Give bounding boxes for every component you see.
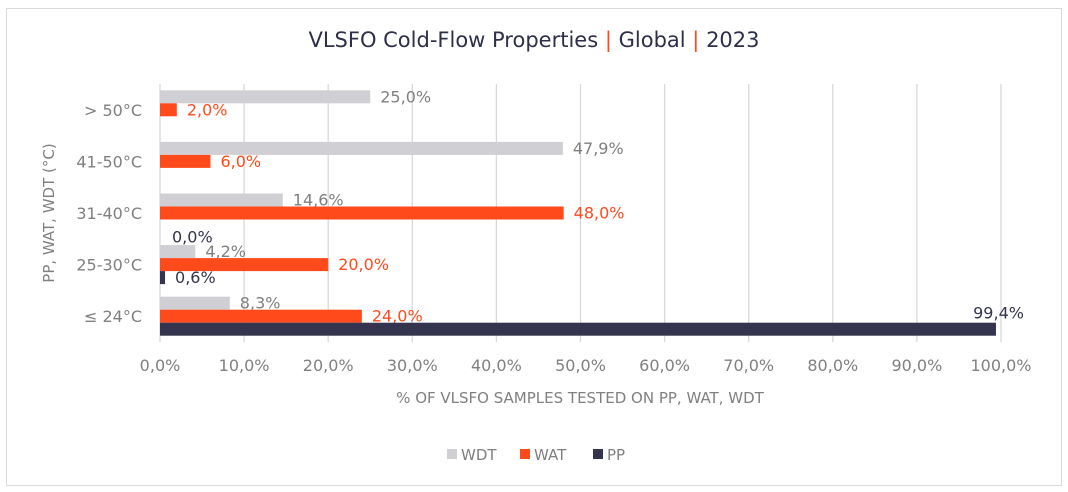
x-tick-label: 10,0% bbox=[219, 356, 270, 375]
title-separator: | bbox=[604, 28, 612, 52]
bar-wat bbox=[160, 154, 211, 168]
legend-label-wdt: WDT bbox=[461, 446, 497, 464]
data-label-wdt: 14,6% bbox=[293, 191, 344, 210]
x-tick-label: 50,0% bbox=[555, 356, 606, 375]
legend-swatch-wdt bbox=[447, 449, 457, 459]
bar-wdt bbox=[160, 193, 283, 207]
chart-title: VLSFO Cold-Flow Properties | Global | 20… bbox=[0, 28, 1068, 52]
x-tick-label: 60,0% bbox=[639, 356, 690, 375]
bar-pp bbox=[160, 271, 166, 285]
title-region: Global bbox=[618, 28, 686, 52]
y-tick-label: > 50°C bbox=[84, 101, 142, 120]
y-tick-label: 41-50°C bbox=[76, 152, 142, 171]
y-tick-label: ≤ 24°C bbox=[84, 307, 142, 326]
x-tick-label: 30,0% bbox=[387, 356, 438, 375]
legend-label-wat: WAT bbox=[534, 446, 567, 464]
bar-wat bbox=[160, 103, 177, 117]
data-label-wat: 20,0% bbox=[338, 255, 389, 274]
x-tick-label: 20,0% bbox=[303, 356, 354, 375]
chart-frame bbox=[6, 8, 1062, 486]
legend-swatch-pp bbox=[593, 449, 603, 459]
bar-wdt bbox=[160, 141, 563, 155]
legend-swatch-wat bbox=[520, 449, 530, 459]
y-tick-label: 31-40°C bbox=[76, 204, 142, 223]
x-tick-label: 0,0% bbox=[140, 356, 181, 375]
data-label-pp: 0,0% bbox=[172, 228, 213, 247]
data-label-wdt: 4,2% bbox=[205, 242, 246, 261]
x-tick-label: 70,0% bbox=[723, 356, 774, 375]
x-tick-label: 90,0% bbox=[891, 356, 942, 375]
data-label-pp: 0,6% bbox=[175, 268, 216, 287]
x-axis-title: % OF VLSFO SAMPLES TESTED ON PP, WAT, WD… bbox=[396, 389, 764, 407]
title-separator: | bbox=[692, 28, 700, 52]
bar-wat bbox=[160, 206, 564, 220]
bar-wat bbox=[160, 309, 362, 323]
title-main: VLSFO Cold-Flow Properties bbox=[308, 28, 599, 52]
title-year: 2023 bbox=[706, 28, 760, 52]
bar-pp bbox=[160, 322, 996, 336]
bar-wdt bbox=[160, 90, 371, 104]
data-label-wdt: 47,9% bbox=[573, 139, 624, 158]
bar-wdt bbox=[160, 245, 196, 259]
bar-wat bbox=[160, 258, 329, 272]
x-tick-label: 80,0% bbox=[807, 356, 858, 375]
legend-label-pp: PP bbox=[607, 446, 625, 464]
x-tick-label: 100,0% bbox=[970, 356, 1031, 375]
y-axis-title: PP, WAT, WDT (°C) bbox=[40, 143, 58, 282]
bar-wdt bbox=[160, 296, 230, 310]
data-label-wat: 6,0% bbox=[220, 152, 261, 171]
data-label-wat: 48,0% bbox=[574, 204, 625, 223]
data-label-wdt: 8,3% bbox=[240, 294, 281, 313]
data-label-pp: 99,4% bbox=[973, 304, 1024, 323]
data-label-wat: 24,0% bbox=[372, 307, 423, 326]
data-label-wdt: 25,0% bbox=[380, 87, 431, 106]
data-label-wat: 2,0% bbox=[187, 100, 228, 119]
y-tick-label: 25-30°C bbox=[76, 256, 142, 275]
x-tick-label: 40,0% bbox=[471, 356, 522, 375]
